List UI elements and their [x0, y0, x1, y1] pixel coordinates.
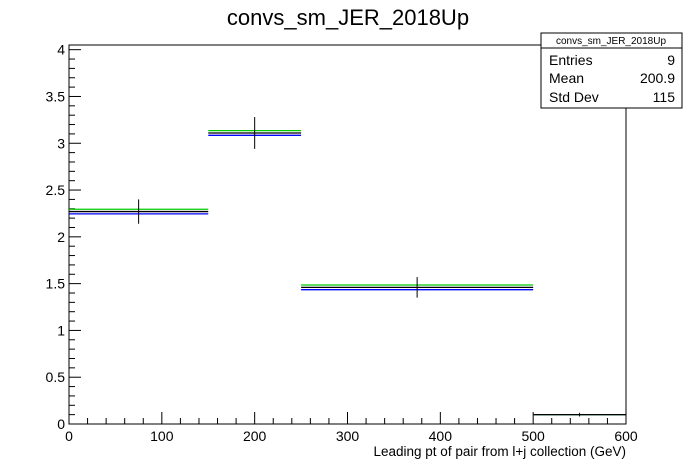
chart-title: convs_sm_JER_2018Up — [227, 5, 469, 30]
x-tick-label: 100 — [150, 428, 174, 444]
x-tick-label: 600 — [614, 428, 638, 444]
y-tick-label: 3.5 — [46, 88, 66, 104]
y-tick-label: 2 — [57, 229, 65, 245]
x-tick-label: 400 — [429, 428, 453, 444]
y-tick-label: 0 — [57, 416, 65, 432]
stats-box-frame — [540, 32, 683, 109]
stats-stddev-value: 115 — [653, 89, 676, 105]
y-tick-label: 3 — [57, 135, 65, 151]
x-tick-label: 300 — [336, 428, 360, 444]
y-tick-label: 2.5 — [46, 182, 66, 198]
x-axis-label: Leading pt of pair from l+j collection (… — [374, 444, 627, 459]
x-axis: 0 100 200 300 400 500 600 — [65, 412, 638, 444]
stats-mean-value: 200.9 — [640, 70, 675, 86]
stats-stddev-label: Std Dev — [549, 89, 599, 105]
x-tick-label: 200 — [243, 428, 267, 444]
stats-entries-label: Entries — [549, 52, 593, 68]
y-tick-label: 1 — [57, 322, 65, 338]
stats-box: convs_sm_JER_2018Up Entries 9 Mean 200.9… — [540, 32, 683, 109]
x-tick-label: 500 — [521, 428, 545, 444]
x-tick-label: 0 — [65, 428, 73, 444]
y-tick-label: 1.5 — [46, 276, 66, 292]
stats-box-name: convs_sm_JER_2018Up — [556, 36, 666, 47]
y-axis: 0 0.5 1 1.5 2 2.5 3 3.5 4 — [46, 42, 81, 432]
histogram-bins — [69, 117, 626, 417]
y-tick-label: 0.5 — [46, 369, 66, 385]
stats-mean-label: Mean — [549, 70, 584, 86]
y-tick-label: 4 — [57, 42, 65, 58]
stats-entries-value: 9 — [667, 52, 675, 68]
